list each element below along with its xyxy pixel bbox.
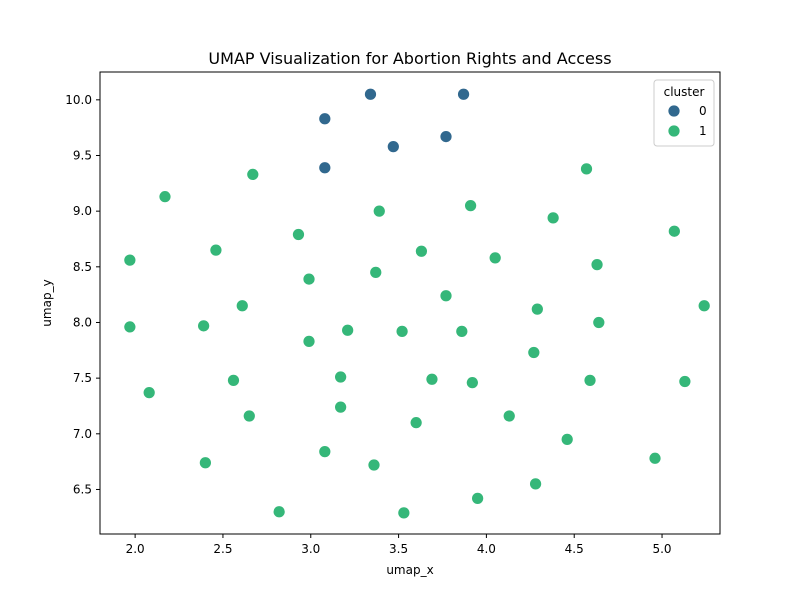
scatter-point-cluster-0 [318, 161, 332, 175]
scatter-point-cluster-0 [386, 140, 400, 153]
scatter-point-cluster-1 [529, 477, 542, 491]
scatter-point-cluster-1 [318, 445, 332, 458]
x-tick-label: 2.0 [126, 542, 145, 556]
scatter-point-cluster-1 [123, 320, 137, 334]
y-axis-ticks: 6.5 7.0 7.5 8.0 8.5 9.0 9.5 10.0 [65, 93, 100, 496]
scatter-point-cluster-1 [488, 251, 502, 265]
y-tick-label: 6.5 [73, 482, 92, 496]
legend-label-cluster-0: 0 [699, 104, 707, 118]
scatter-point-cluster-1 [246, 168, 260, 181]
chart-title: UMAP Visualization for Abortion Rights a… [208, 49, 611, 68]
scatter-point-cluster-1 [590, 258, 604, 271]
scatter-point-cluster-1 [409, 416, 423, 430]
scatter-point-cluster-0 [439, 130, 453, 143]
legend-marker-cluster-0 [667, 104, 681, 118]
y-tick-label: 9.0 [73, 204, 92, 218]
scatter-point-cluster-1 [560, 432, 574, 446]
scatter-point-cluster-1 [242, 409, 256, 423]
scatter-point-cluster-1 [395, 325, 409, 338]
legend-label-cluster-1: 1 [699, 124, 707, 138]
scatter-point-cluster-1 [123, 253, 137, 267]
scatter-point-cluster-1 [227, 373, 240, 387]
x-tick-label: 3.0 [301, 542, 320, 556]
x-tick-label: 5.0 [652, 542, 671, 556]
scatter-point-cluster-0 [318, 112, 332, 126]
legend-title: cluster [664, 85, 705, 99]
y-tick-label: 10.0 [65, 93, 92, 107]
y-axis-label: umap_y [40, 279, 54, 326]
scatter-point-cluster-1 [341, 323, 355, 337]
y-tick-label: 7.5 [73, 371, 92, 385]
scatter-point-cluster-1 [471, 492, 484, 505]
scatter-point-cluster-1 [697, 299, 711, 313]
x-tick-label: 4.0 [477, 542, 496, 556]
scatter-point-cluster-1 [369, 266, 383, 279]
scatter-point-cluster-1 [502, 409, 516, 423]
x-axis-ticks: 2.0 2.5 3.0 3.5 4.0 4.5 5.0 [126, 534, 672, 556]
y-tick-label: 9.5 [73, 148, 92, 162]
scatter-point-cluster-1 [667, 224, 681, 238]
scatter-point-cluster-1 [235, 299, 249, 313]
legend: cluster 0 1 [653, 79, 715, 147]
legend-marker-cluster-1 [667, 124, 681, 138]
scatter-point-cluster-1 [158, 190, 172, 204]
scatter-point-cluster-1 [367, 458, 381, 472]
x-axis-label: umap_x [386, 563, 433, 577]
scatter-point-cluster-1 [302, 272, 316, 286]
scatter-point-cluster-1 [465, 376, 479, 389]
scatter-point-cluster-1 [527, 346, 541, 359]
scatter-point-cluster-1 [580, 162, 593, 176]
scatter-point-cluster-1 [334, 370, 347, 384]
scatter-point-cluster-1 [678, 375, 692, 388]
scatter-point-cluster-0 [364, 87, 377, 101]
scatter-point-cluster-1 [397, 506, 411, 520]
scatter-point-cluster-1 [439, 289, 453, 303]
scatter-point-cluster-1 [292, 228, 305, 241]
x-tick-label: 4.5 [565, 542, 584, 556]
scatter-point-cluster-1 [302, 335, 316, 348]
scatter-point-cluster-1 [464, 199, 477, 212]
scatter-point-cluster-1 [592, 316, 606, 329]
scatter-point-cluster-1 [648, 451, 662, 465]
scatter-point-cluster-1 [425, 372, 439, 386]
scatter-point-cluster-1 [272, 505, 286, 519]
scatter-point-cluster-1 [197, 319, 211, 333]
x-tick-label: 2.5 [213, 542, 232, 556]
y-tick-label: 8.0 [73, 315, 92, 329]
y-tick-label: 8.5 [73, 260, 92, 274]
scatter-point-cluster-1 [372, 204, 386, 218]
scatter-point-cluster-1 [209, 243, 223, 257]
scatter-point-cluster-1 [583, 373, 597, 387]
x-tick-label: 3.5 [389, 542, 408, 556]
scatter-point-cluster-1 [415, 244, 428, 258]
data-points [123, 87, 711, 520]
plot-area [99, 71, 721, 535]
scatter-point-cluster-1 [199, 456, 212, 470]
scatter-point-cluster-1 [142, 386, 156, 399]
scatter-point-cluster-1 [334, 400, 347, 414]
scatter-point-cluster-1 [546, 211, 560, 225]
scatter-point-cluster-1 [530, 302, 544, 316]
y-tick-label: 7.0 [73, 427, 92, 441]
scatter-point-cluster-0 [457, 87, 470, 101]
scatter-point-cluster-1 [455, 325, 469, 338]
